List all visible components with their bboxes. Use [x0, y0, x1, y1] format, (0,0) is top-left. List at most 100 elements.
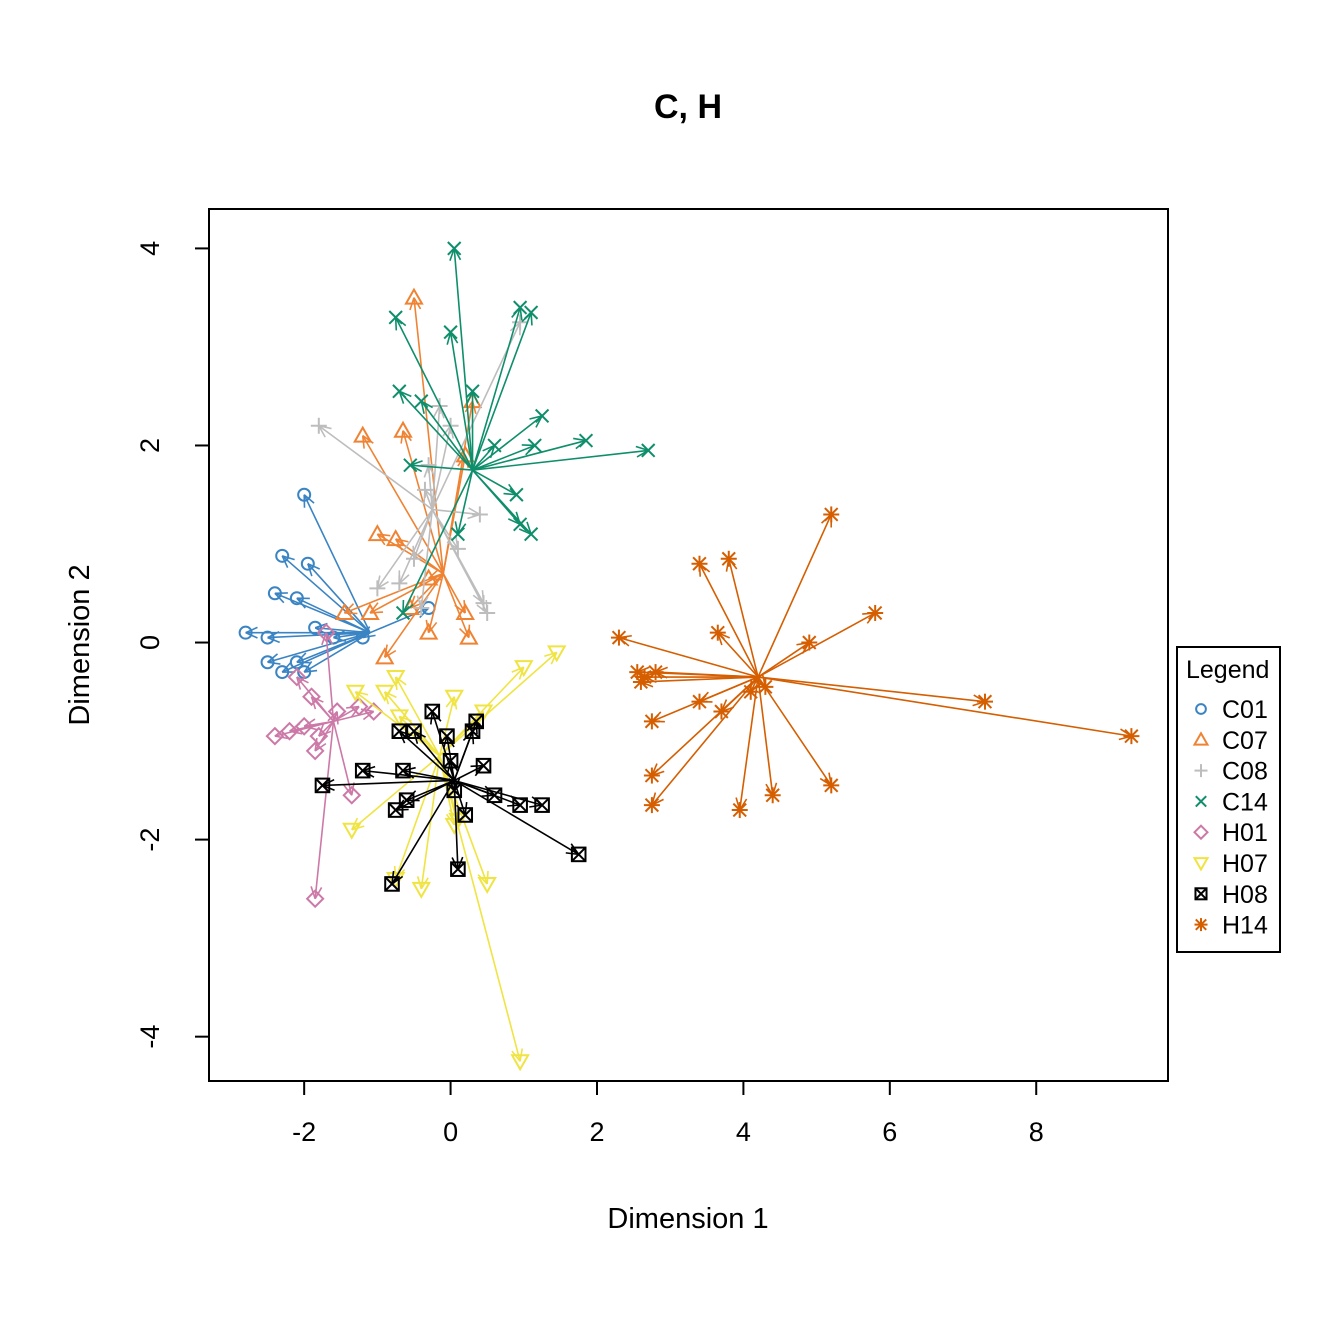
- data-point: [334, 602, 355, 620]
- y-tick-label: 4: [135, 241, 165, 256]
- data-point: [349, 697, 369, 716]
- data-point: [510, 1054, 530, 1072]
- arrow: [432, 507, 481, 520]
- x-axis-title: Dimension 1: [607, 1203, 768, 1235]
- data-point: [512, 314, 529, 331]
- data-point: [475, 595, 492, 612]
- plot-area-frame: [208, 208, 1169, 1082]
- legend-item-H01: H01: [1193, 819, 1268, 847]
- data-point: [345, 684, 366, 702]
- data-point: [353, 425, 373, 443]
- data-point: [416, 481, 433, 498]
- legend-box: [1176, 646, 1281, 953]
- arrow: [369, 606, 430, 634]
- series-C08: [310, 314, 529, 621]
- x-tick-label: 6: [882, 1117, 897, 1147]
- legend-item-H14: H14: [1194, 912, 1268, 940]
- y-axis: -4 -2 0 2 4: [135, 241, 210, 1049]
- legend-title: Legend: [1186, 656, 1269, 684]
- data-point: [450, 861, 466, 877]
- legend-label: H01: [1222, 819, 1268, 847]
- data-point: [265, 726, 285, 746]
- data-point: [647, 664, 664, 681]
- data-point: [280, 721, 299, 741]
- y-tick-label: 0: [135, 635, 165, 650]
- legend-label: C08: [1222, 758, 1268, 786]
- data-point: [294, 716, 314, 736]
- arrow: [757, 612, 876, 678]
- data-point: [300, 556, 315, 571]
- data-point: [308, 620, 323, 635]
- legend-label: H14: [1222, 912, 1268, 940]
- x-tick-label: 2: [589, 1117, 604, 1147]
- arrow: [296, 676, 335, 722]
- legend-label: H07: [1222, 850, 1268, 878]
- arrow: [651, 676, 759, 777]
- data-point: [446, 782, 463, 799]
- data-point: [389, 709, 410, 727]
- data-point: [1123, 728, 1140, 745]
- legend-marker: [1195, 703, 1207, 715]
- data-point: [449, 540, 466, 557]
- data-point: [764, 787, 781, 804]
- data-point: [444, 689, 464, 707]
- data-point: [404, 287, 424, 305]
- data-point: [447, 241, 462, 256]
- data-point: [316, 623, 336, 643]
- data-point: [512, 797, 528, 813]
- data-point: [367, 524, 388, 542]
- arrow: [431, 405, 445, 510]
- arrow: [757, 676, 778, 796]
- data-point: [442, 752, 459, 769]
- data-point: [457, 807, 474, 823]
- data-point: [450, 527, 466, 542]
- series-H14: [610, 506, 1140, 819]
- data-point: [641, 443, 656, 458]
- data-point: [443, 325, 458, 340]
- data-point: [414, 394, 429, 409]
- data-point: [513, 300, 528, 315]
- data-point: [297, 487, 312, 502]
- x-tick-label: -2: [292, 1117, 316, 1147]
- y-tick-label: -4: [135, 1025, 165, 1049]
- data-point: [801, 634, 818, 651]
- data-point: [275, 548, 290, 563]
- data-point: [547, 645, 567, 663]
- data-point: [643, 767, 660, 784]
- data-point: [823, 777, 840, 794]
- legend-label: H08: [1222, 881, 1268, 909]
- series-C14: [388, 241, 656, 621]
- data-point: [384, 876, 400, 892]
- arrow: [471, 469, 532, 535]
- data-point: [523, 305, 539, 320]
- data-point: [398, 792, 415, 808]
- x-tick-label: 0: [443, 1117, 458, 1147]
- legend-item-H08: H08: [1194, 881, 1268, 909]
- arrow: [757, 676, 986, 707]
- data-point: [374, 647, 395, 665]
- data-point: [475, 757, 492, 774]
- data-point: [327, 702, 347, 721]
- arrow: [698, 563, 759, 678]
- data-point: [260, 630, 275, 645]
- y-axis-title: Dimension 2: [64, 564, 96, 725]
- data-point: [473, 704, 494, 722]
- y-tick-label: 2: [135, 438, 165, 453]
- data-point: [643, 713, 660, 730]
- y-tick-label: -2: [135, 828, 165, 852]
- legend-marker: [1194, 764, 1208, 778]
- arrow: [439, 651, 558, 757]
- data-point: [342, 822, 362, 840]
- data-point: [289, 591, 304, 606]
- legend-marker: [1194, 918, 1208, 932]
- arrow: [471, 307, 523, 471]
- data-point: [823, 506, 840, 523]
- data-point: [691, 555, 708, 572]
- data-point: [395, 605, 411, 621]
- data-point: [757, 678, 774, 695]
- legend-label: C07: [1222, 727, 1268, 755]
- data-point: [391, 575, 408, 592]
- data-point: [403, 458, 418, 473]
- data-point: [509, 487, 524, 502]
